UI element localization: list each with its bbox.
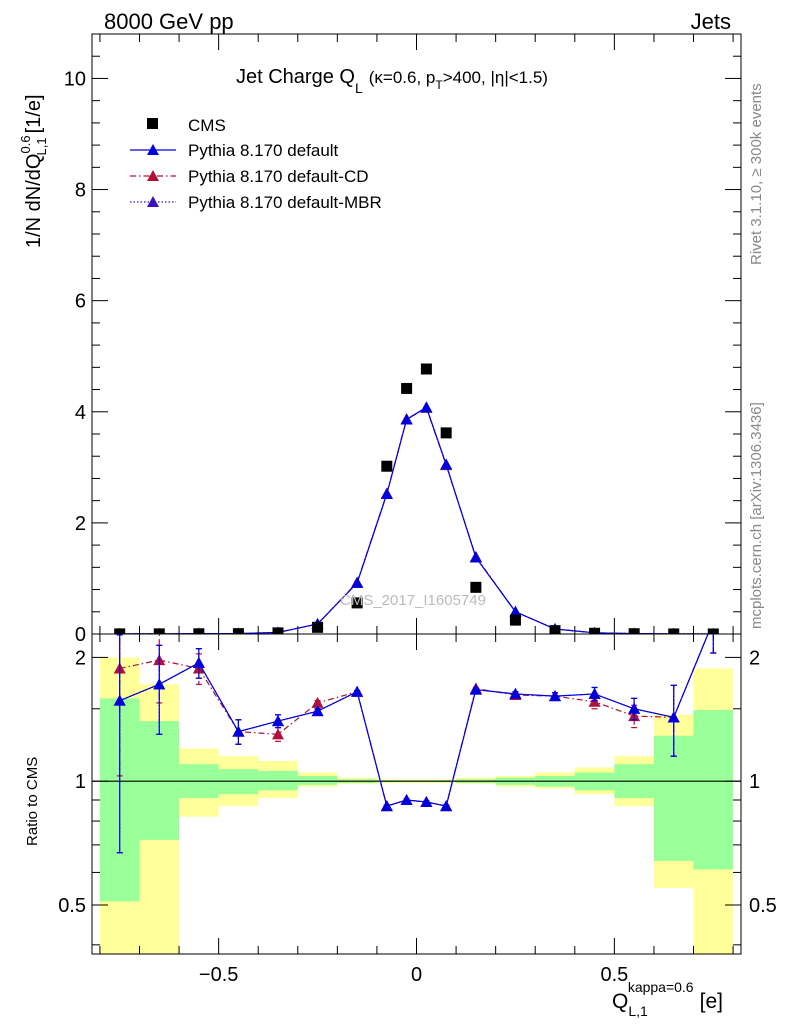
analysis-watermark: CMS_2017_I1605749	[340, 592, 486, 609]
cms-data-point	[589, 627, 601, 634]
main-y-axis-label: 1/N dN/dQ0.6L,1[1/e]	[18, 94, 49, 248]
main-y-tick-label: 2	[75, 513, 86, 535]
cms-data-point	[232, 628, 244, 634]
mcplots-label: mcplots.cern.ch [arXiv:1306.3436]	[748, 402, 765, 629]
ratio-x-axis-label: QL,1kappa=0.6[e]	[612, 979, 723, 1019]
ratio-stat-uncertainty-band	[297, 775, 338, 785]
cms-data-point	[470, 581, 482, 593]
cms-data-point	[420, 363, 432, 375]
ratio-series-marker-0	[351, 685, 364, 697]
main-series-marker-1	[509, 605, 522, 617]
ratio-series-marker-0	[400, 794, 413, 806]
ratio-x-tick-label: 0.5	[600, 964, 628, 986]
ratio-stat-uncertainty-band	[258, 770, 298, 791]
cms-data-point	[549, 625, 561, 634]
main-y-tick-label: 4	[75, 402, 86, 424]
ratio-series-marker-0	[153, 678, 166, 690]
legend-marker-default-mbr	[147, 196, 159, 207]
legend-marker-cms	[147, 118, 158, 129]
legend-label-default: Pythia 8.170 default	[188, 141, 339, 160]
process-label: Jets	[691, 9, 731, 34]
legend-marker-default	[147, 144, 159, 155]
ratio-series-marker-1	[271, 728, 284, 740]
ratio-series-marker-2	[707, 615, 719, 626]
ratio-series-marker-0	[469, 683, 482, 695]
ratio-x-tick-label: −0.5	[199, 964, 238, 986]
ratio-series-marker-1	[707, 615, 719, 626]
legend-entry-default: Pythia 8.170 default	[130, 141, 339, 160]
ratio-y-tick-label-right: 0.5	[749, 895, 777, 917]
legend-entry-cms: CMS	[147, 116, 226, 135]
energy-label: 8000 GeV pp	[104, 9, 234, 34]
main-series-marker-1	[420, 401, 433, 413]
legend: CMS Pythia 8.170 default Pythia 8.170 de…	[130, 116, 382, 212]
main-series-marker-1	[469, 551, 482, 563]
ratio-y-tick-label-right: 1	[749, 771, 760, 793]
main-y-tick-label: 0	[75, 624, 86, 646]
main-title: Jet Charge QL(κ=0.6, pT>400, |η|<1.5)	[236, 66, 548, 96]
cms-data-point	[312, 621, 324, 633]
legend-marker-default-cd	[147, 170, 159, 181]
ratio-stat-uncertainty-band	[139, 721, 180, 840]
ratio-series-marker-0	[667, 711, 680, 723]
cms-data-point	[351, 597, 363, 609]
ratio-series-marker-0	[588, 687, 601, 699]
ratio-series-marker-0	[628, 702, 641, 714]
ratio-series-marker-0	[271, 715, 284, 727]
legend-entry-default-cd: Pythia 8.170 default-CD	[130, 167, 369, 186]
main-series-marker-1	[400, 413, 413, 425]
rivet-label: Rivet 3.1.10, ≥ 300k events	[748, 83, 765, 265]
main-series-marker-1	[440, 458, 453, 470]
ratio-series-marker-0	[509, 687, 522, 699]
ratio-series-marker-0	[549, 690, 562, 702]
ratio-series-marker-1	[311, 696, 324, 708]
main-y-tick-label: 6	[75, 291, 86, 313]
ratio-series-marker-0	[192, 656, 205, 668]
ratio-y-tick-label-right: 2	[749, 647, 760, 669]
ratio-series-marker-0	[420, 796, 433, 808]
cms-data-point	[193, 628, 205, 634]
main-y-tick-label: 10	[64, 68, 86, 90]
cms-data-point	[114, 628, 126, 634]
ratio-stat-uncertainty-band	[693, 709, 734, 870]
main-y-tick-label: 8	[75, 180, 86, 202]
cms-data-point	[401, 382, 413, 394]
ratio-series-marker-0	[440, 800, 453, 812]
ratio-y-tick-label: 2	[75, 647, 86, 669]
cms-data-point	[440, 427, 452, 439]
main-series-marker-1	[351, 576, 364, 588]
legend-label-default-mbr: Pythia 8.170 default-MBR	[188, 193, 382, 212]
main-plot-panel: 0 2 4 6 8 10 Jet Charge QL(κ=0.6, pT>400, |η|…	[18, 33, 742, 646]
ratio-series-marker-0	[707, 615, 719, 626]
ratio-x-tick-label: 0	[411, 964, 422, 986]
legend-entry-default-mbr: Pythia 8.170 default-MBR	[130, 193, 382, 212]
cms-data-point	[628, 628, 640, 634]
legend-label-default-cd: Pythia 8.170 default-CD	[188, 167, 369, 186]
ratio-y-axis-label: Ratio to CMS	[24, 757, 41, 846]
ratio-series-line-0	[119, 634, 709, 807]
cms-data-point	[153, 628, 165, 634]
cms-data-point	[509, 614, 521, 626]
ratio-series-marker-0	[311, 705, 324, 717]
ratio-y-tick-label: 1	[75, 771, 86, 793]
legend-label-cms: CMS	[188, 116, 226, 135]
ratio-plot-panel: −0.5 0 0.5 0.5 0.5 1 1 2 2 Ratio to CMS QL,1kapp…	[24, 615, 777, 1019]
main-series-marker-1	[380, 488, 393, 499]
cms-data-point	[272, 627, 284, 634]
ratio-y-tick-label: 0.5	[58, 895, 86, 917]
ratio-series-marker-0	[380, 800, 393, 812]
cms-data-point	[381, 460, 393, 472]
cms-data-point	[668, 628, 680, 634]
ratio-series-marker-0	[232, 725, 245, 737]
cms-data-point	[707, 628, 719, 634]
ratio-series-marker-1	[588, 695, 601, 707]
ratio-series-marker-0	[113, 694, 126, 706]
